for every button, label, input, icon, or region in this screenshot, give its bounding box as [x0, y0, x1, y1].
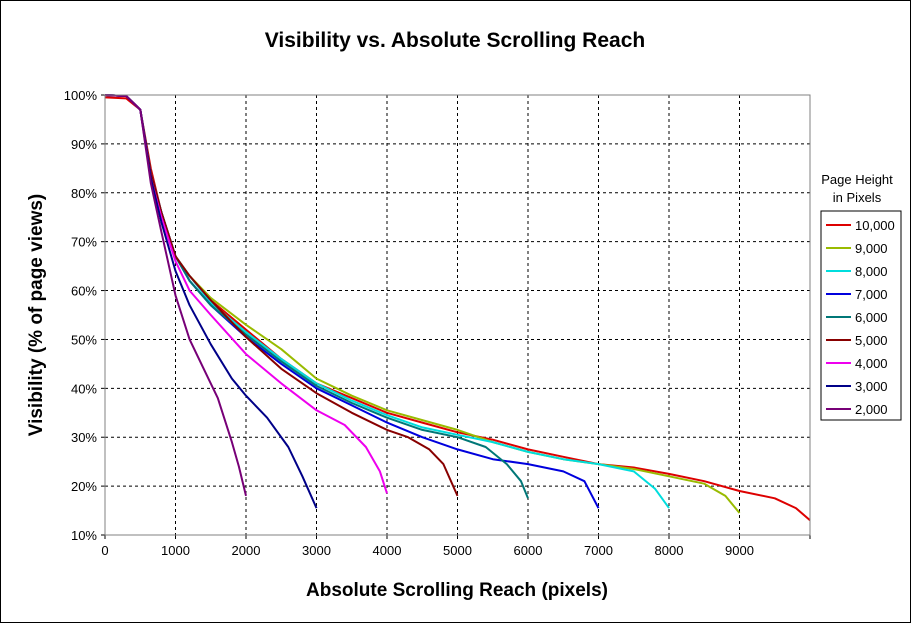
legend-label: 9,000 — [855, 241, 888, 256]
tick-labels: 10% 20% 30% 40% 50% 60% 70% 80% 90% 100% 0 1000 2000… — [64, 88, 811, 558]
x-tick-label: 8000 — [655, 543, 684, 558]
legend-label: 6,000 — [855, 310, 888, 325]
legend-label: 3,000 — [855, 379, 888, 394]
y-tick-label: 50% — [71, 332, 97, 347]
x-tick-label: 6000 — [514, 543, 543, 558]
series-line-2000 — [104, 94, 247, 497]
y-axis-title: Visibility (% of page views) — [26, 194, 47, 437]
legend-title-line2: in Pixels — [833, 190, 882, 205]
legend-label: 2,000 — [855, 402, 888, 417]
x-tick-label: 5000 — [443, 543, 472, 558]
legend-label: 8,000 — [855, 264, 888, 279]
gridlines — [105, 95, 810, 535]
y-tick-label: 30% — [71, 430, 97, 445]
x-axis-title: Absolute Scrolling Reach (pixels) — [306, 580, 608, 601]
y-tick-label: 10% — [71, 528, 97, 543]
legend-label: 7,000 — [855, 287, 888, 302]
y-tick-label: 100% — [64, 88, 98, 103]
x-tick-label: 0 — [101, 543, 108, 558]
x-tick-label: 7000 — [584, 543, 613, 558]
legend-label: 5,000 — [855, 333, 888, 348]
legend-label: 10,000 — [855, 218, 895, 233]
y-tick-label: 20% — [71, 479, 97, 494]
y-tick-label: 80% — [71, 186, 97, 201]
x-tick-label: 4000 — [373, 543, 402, 558]
x-tick-label: 1000 — [161, 543, 190, 558]
legend-label: 4,000 — [855, 356, 888, 371]
y-tick-label: 90% — [71, 137, 97, 152]
x-tick-label: 3000 — [302, 543, 331, 558]
plot-border — [104, 94, 811, 536]
x-tick-label: 9000 — [725, 543, 754, 558]
legend-title-line1: Page Height — [821, 172, 893, 187]
chart-title: Visibility vs. Absolute Scrolling Reach — [265, 29, 645, 52]
series-lines — [104, 94, 811, 522]
y-tick-label: 70% — [71, 235, 97, 250]
y-tick-label: 40% — [71, 381, 97, 396]
legend: Page Height in Pixels 10,000 9,000 8,000 7,… — [820, 172, 902, 421]
y-tick-label: 60% — [71, 284, 97, 299]
x-tick-label: 2000 — [232, 543, 261, 558]
